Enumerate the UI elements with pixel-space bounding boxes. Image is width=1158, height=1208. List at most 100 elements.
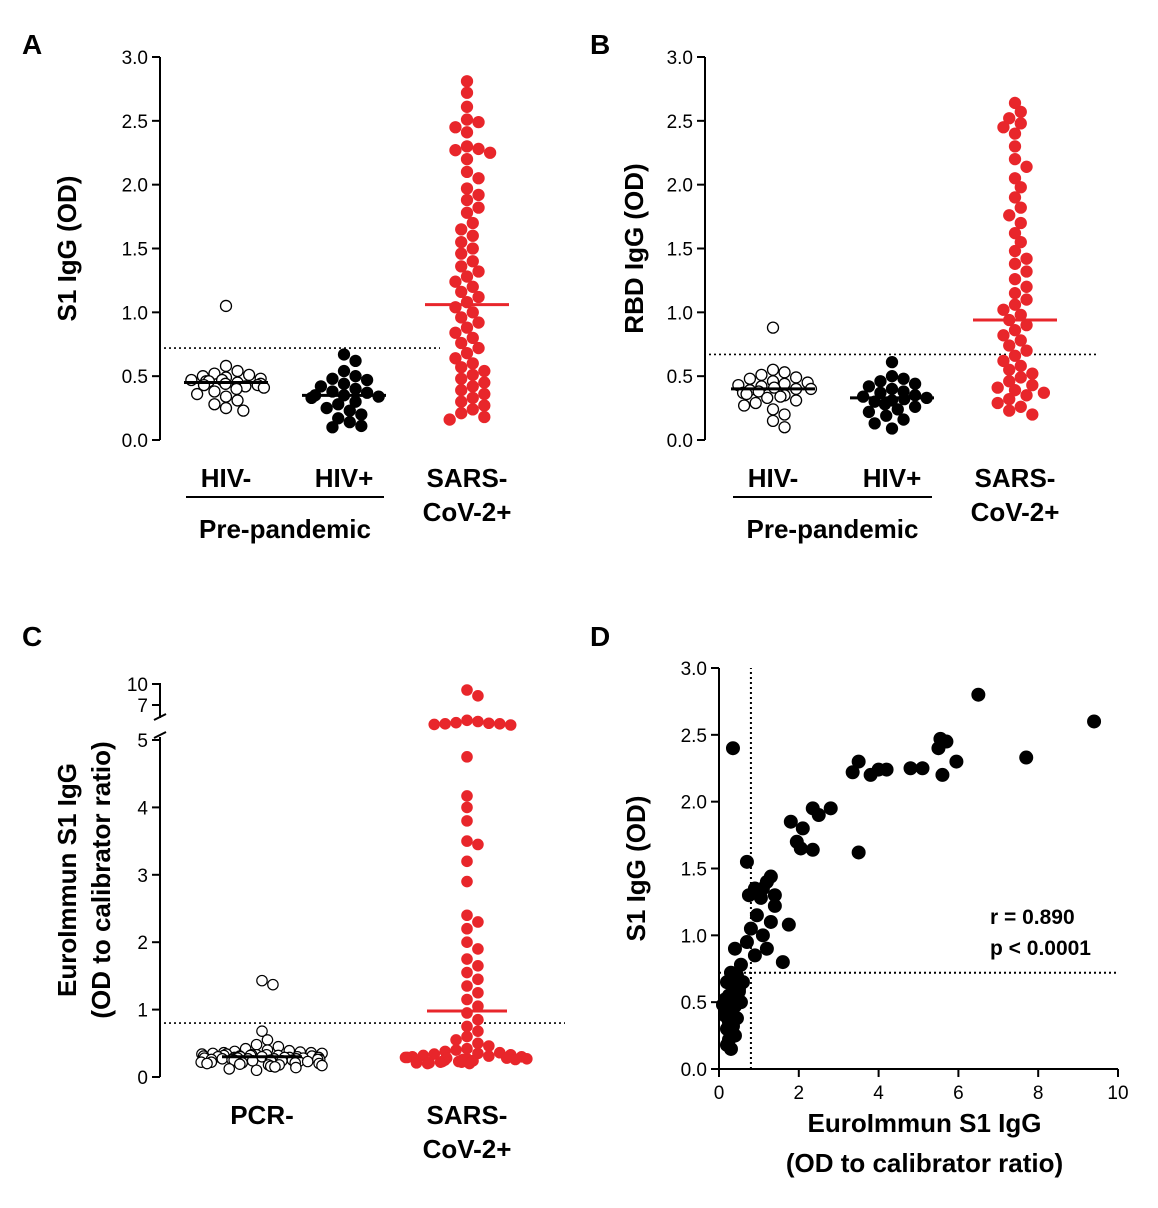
panel-d-point <box>756 929 769 942</box>
panel-a-y-tick-label: 0.0 <box>122 431 148 452</box>
panel-d-x-tick-label: 8 <box>1033 1083 1044 1104</box>
panel-c-point <box>473 839 483 849</box>
panel-c-point <box>462 924 472 934</box>
panel-d-x-tick-label: 0 <box>714 1083 725 1104</box>
panel-c-point <box>262 1035 272 1045</box>
panel-c-point <box>217 1054 227 1064</box>
panel-c-point <box>429 719 439 729</box>
panel-a-point <box>221 300 232 311</box>
panel-d-point <box>764 915 777 928</box>
panel-d-point <box>932 742 945 755</box>
panel-d-point <box>846 766 859 779</box>
panel-c-point <box>473 716 483 726</box>
panel-d-y-tick-label: 3.0 <box>681 659 707 680</box>
panel-b-point <box>898 373 909 384</box>
panel-c-point <box>435 1057 445 1067</box>
panel-c-point <box>473 944 483 954</box>
panel-c-point <box>317 1060 327 1070</box>
panel-c-y-tick-label: 10 <box>127 675 148 696</box>
panel-d-point <box>950 755 963 768</box>
panel-a-y-tick-label: 2.5 <box>122 112 148 133</box>
panel-a-point <box>462 183 473 194</box>
panel-b-point <box>1021 281 1032 292</box>
panel-a-point <box>473 173 484 184</box>
panel-b-point <box>1015 335 1026 346</box>
panel-b-point <box>1015 202 1026 213</box>
panel-d-y-tick-label: 0.5 <box>681 993 707 1014</box>
panel-a-point <box>479 389 490 400</box>
panel-c-point <box>505 720 515 730</box>
panel-a-point <box>462 87 473 98</box>
panel-c-point <box>400 1052 410 1062</box>
panel-b-point <box>779 422 790 433</box>
panel-a-point <box>456 224 467 235</box>
panel-c-point <box>440 719 450 729</box>
panel-a-y-label: S1 IgG (OD) <box>52 176 82 322</box>
panel-d-point <box>880 763 893 776</box>
panel-d-y-tick-label: 1.5 <box>681 860 707 881</box>
panel-a-point <box>473 266 484 277</box>
panel-b-point <box>1010 258 1021 269</box>
panel-b-point <box>992 397 1003 408</box>
panel-a-point <box>462 154 473 165</box>
panel-a-point <box>456 396 467 407</box>
panel-a-point <box>456 286 467 297</box>
panel-b-chart: 0.00.51.01.52.02.53.0RBD IgG (OD)HIV- HIV… <box>619 48 1098 544</box>
panel-a-point <box>339 366 350 377</box>
panel-c-point <box>484 1041 494 1051</box>
panel-a-category-label: SARS- <box>427 463 508 493</box>
panel-a-point <box>462 166 473 177</box>
panel-d-y-label: S1 IgG (OD) <box>621 796 651 942</box>
panel-a-point <box>232 395 243 406</box>
panel-b-point <box>1021 253 1032 264</box>
panel-b-point <box>768 404 779 415</box>
panel-d-x-tick-label: 4 <box>873 1083 884 1104</box>
panel-b-point <box>744 373 755 384</box>
panel-a-point <box>321 403 332 414</box>
panel-b-point <box>887 423 898 434</box>
panel-c-point <box>462 1008 472 1018</box>
panel-b-category-label: HIV- <box>748 463 799 493</box>
panel-a-point <box>456 385 467 396</box>
panel-a-point <box>479 377 490 388</box>
panel-a-point <box>473 343 484 354</box>
panel-d-x-tick-label: 2 <box>794 1083 805 1104</box>
panel-d-y-tick-label: 2.5 <box>681 726 707 747</box>
panel-c-point <box>251 1065 261 1075</box>
panel-c-y-tick-label: 4 <box>137 798 148 819</box>
panel-a-point <box>467 404 478 415</box>
panel-a-point <box>467 281 478 292</box>
panel-a-point <box>344 417 355 428</box>
panel-a-point <box>462 207 473 218</box>
panel-d-y-tick-label: 0.0 <box>681 1060 707 1081</box>
panel-a-point <box>327 422 338 433</box>
panel-b-point <box>1015 401 1026 412</box>
panel-a-point <box>456 408 467 419</box>
panel-b-y-tick-label: 0.5 <box>667 367 693 388</box>
panel-a-point <box>339 378 350 389</box>
panel-c-y-label-line2: (OD to calibrator ratio) <box>86 741 116 1018</box>
panel-a-category-label: HIV- <box>201 463 252 493</box>
panel-c-point <box>462 856 472 866</box>
panel-c-y-tick-label: 5 <box>137 731 148 752</box>
panel-c-point <box>451 1035 461 1045</box>
panel-a-point <box>339 349 350 360</box>
panel-d-point <box>754 891 767 904</box>
panel-b-point <box>762 392 773 403</box>
panel-b-category-label: CoV-2+ <box>971 497 1060 527</box>
panel-c-category-label: PCR- <box>230 1100 294 1130</box>
panel-c-category-label: CoV-2+ <box>423 1134 512 1164</box>
panel-a-point <box>209 386 220 397</box>
panel-d-point <box>1088 715 1101 728</box>
panel-a-point <box>231 383 242 394</box>
panel-d-point <box>864 768 877 781</box>
panel-c-y-label-line1: EuroImmun S1 IgG <box>52 763 82 997</box>
panel-a-y-tick-label: 0.5 <box>122 367 148 388</box>
panel-c-point <box>495 719 505 729</box>
panel-b-category-label: HIV+ <box>863 463 922 493</box>
panel-b-point <box>887 383 898 394</box>
panel-letter-a: A <box>22 29 42 60</box>
panel-b-y-tick-label: 3.0 <box>667 48 693 69</box>
panel-b-point <box>910 378 921 389</box>
panel-a-y-tick-label: 3.0 <box>122 48 148 69</box>
